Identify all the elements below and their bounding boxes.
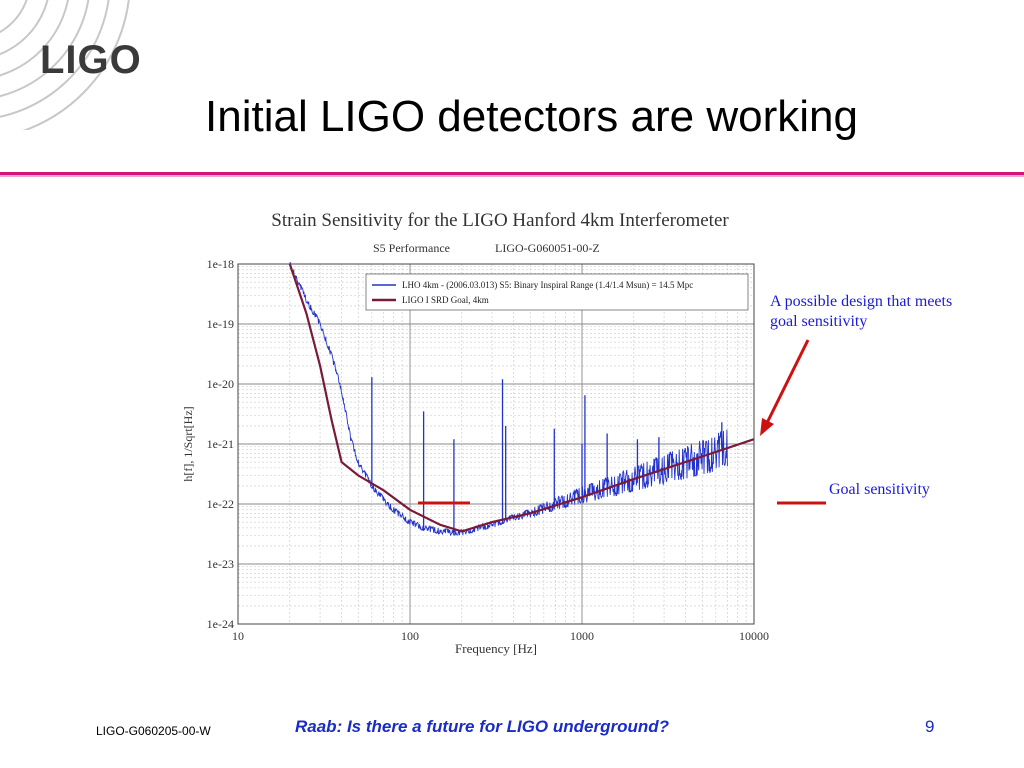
y-tick-label: 1e-22 <box>207 497 234 511</box>
slide-title: Initial LIGO detectors are working <box>205 92 858 141</box>
legend-box <box>365 273 749 311</box>
plot-frame <box>237 263 755 625</box>
y-tick-label: 1e-20 <box>207 377 234 391</box>
chart-subtitle-left: S5 Performance <box>373 241 450 255</box>
chart-subtitle-right: LIGO-G060051-00-Z <box>495 241 600 255</box>
x-axis-label: Frequency [Hz] <box>455 641 537 656</box>
y-tick-label: 1e-18 <box>207 257 234 271</box>
legend-entry-2: LIGO I SRD Goal, 4km <box>402 295 489 305</box>
y-tick-label: 1e-24 <box>207 617 234 631</box>
legend-entry-1: LHO 4km - (2006.03.013) S5: Binary Inspi… <box>402 280 693 290</box>
y-tick-label: 1e-19 <box>207 317 234 331</box>
x-tick-label: 10 <box>232 629 244 643</box>
x-tick-label: 100 <box>401 629 419 643</box>
chart-title: Strain Sensitivity for the LIGO Hanford … <box>271 210 729 231</box>
x-tick-label: 1000 <box>570 629 594 643</box>
title-divider-shadow <box>0 175 1024 177</box>
y-axis-label: h[f], 1/Sqrt[Hz] <box>181 406 195 481</box>
title-divider <box>0 172 1024 175</box>
goal-annotation: Goal sensitivity <box>829 481 930 498</box>
design-annotation: A possible design that meets goal sensit… <box>770 293 953 330</box>
footer-talk-title: Raab: Is there a future for LIGO undergr… <box>295 717 670 736</box>
y-tick-label: 1e-21 <box>207 437 234 451</box>
page-number: 9 <box>925 717 935 736</box>
strain-sensitivity-chart: Strain Sensitivity for the LIGO Hanford … <box>181 210 769 656</box>
series-srd-goal-line <box>288 263 755 533</box>
footer-doc-id: LIGO-G060205-00-W <box>96 724 211 738</box>
chart-tick-labels: 10 100 1000 10000 1e-18 1e-19 1e-20 1e-21 1e-22 1… <box>207 257 769 643</box>
legend: LHO 4km - (2006.03.013) S5: Binary Inspi… <box>365 273 749 311</box>
chart-series <box>288 261 755 537</box>
y-tick-label: 1e-23 <box>207 557 234 571</box>
chart-grid <box>237 263 755 625</box>
x-tick-label: 10000 <box>739 629 769 643</box>
ligo-logo: LIGO <box>40 38 142 82</box>
